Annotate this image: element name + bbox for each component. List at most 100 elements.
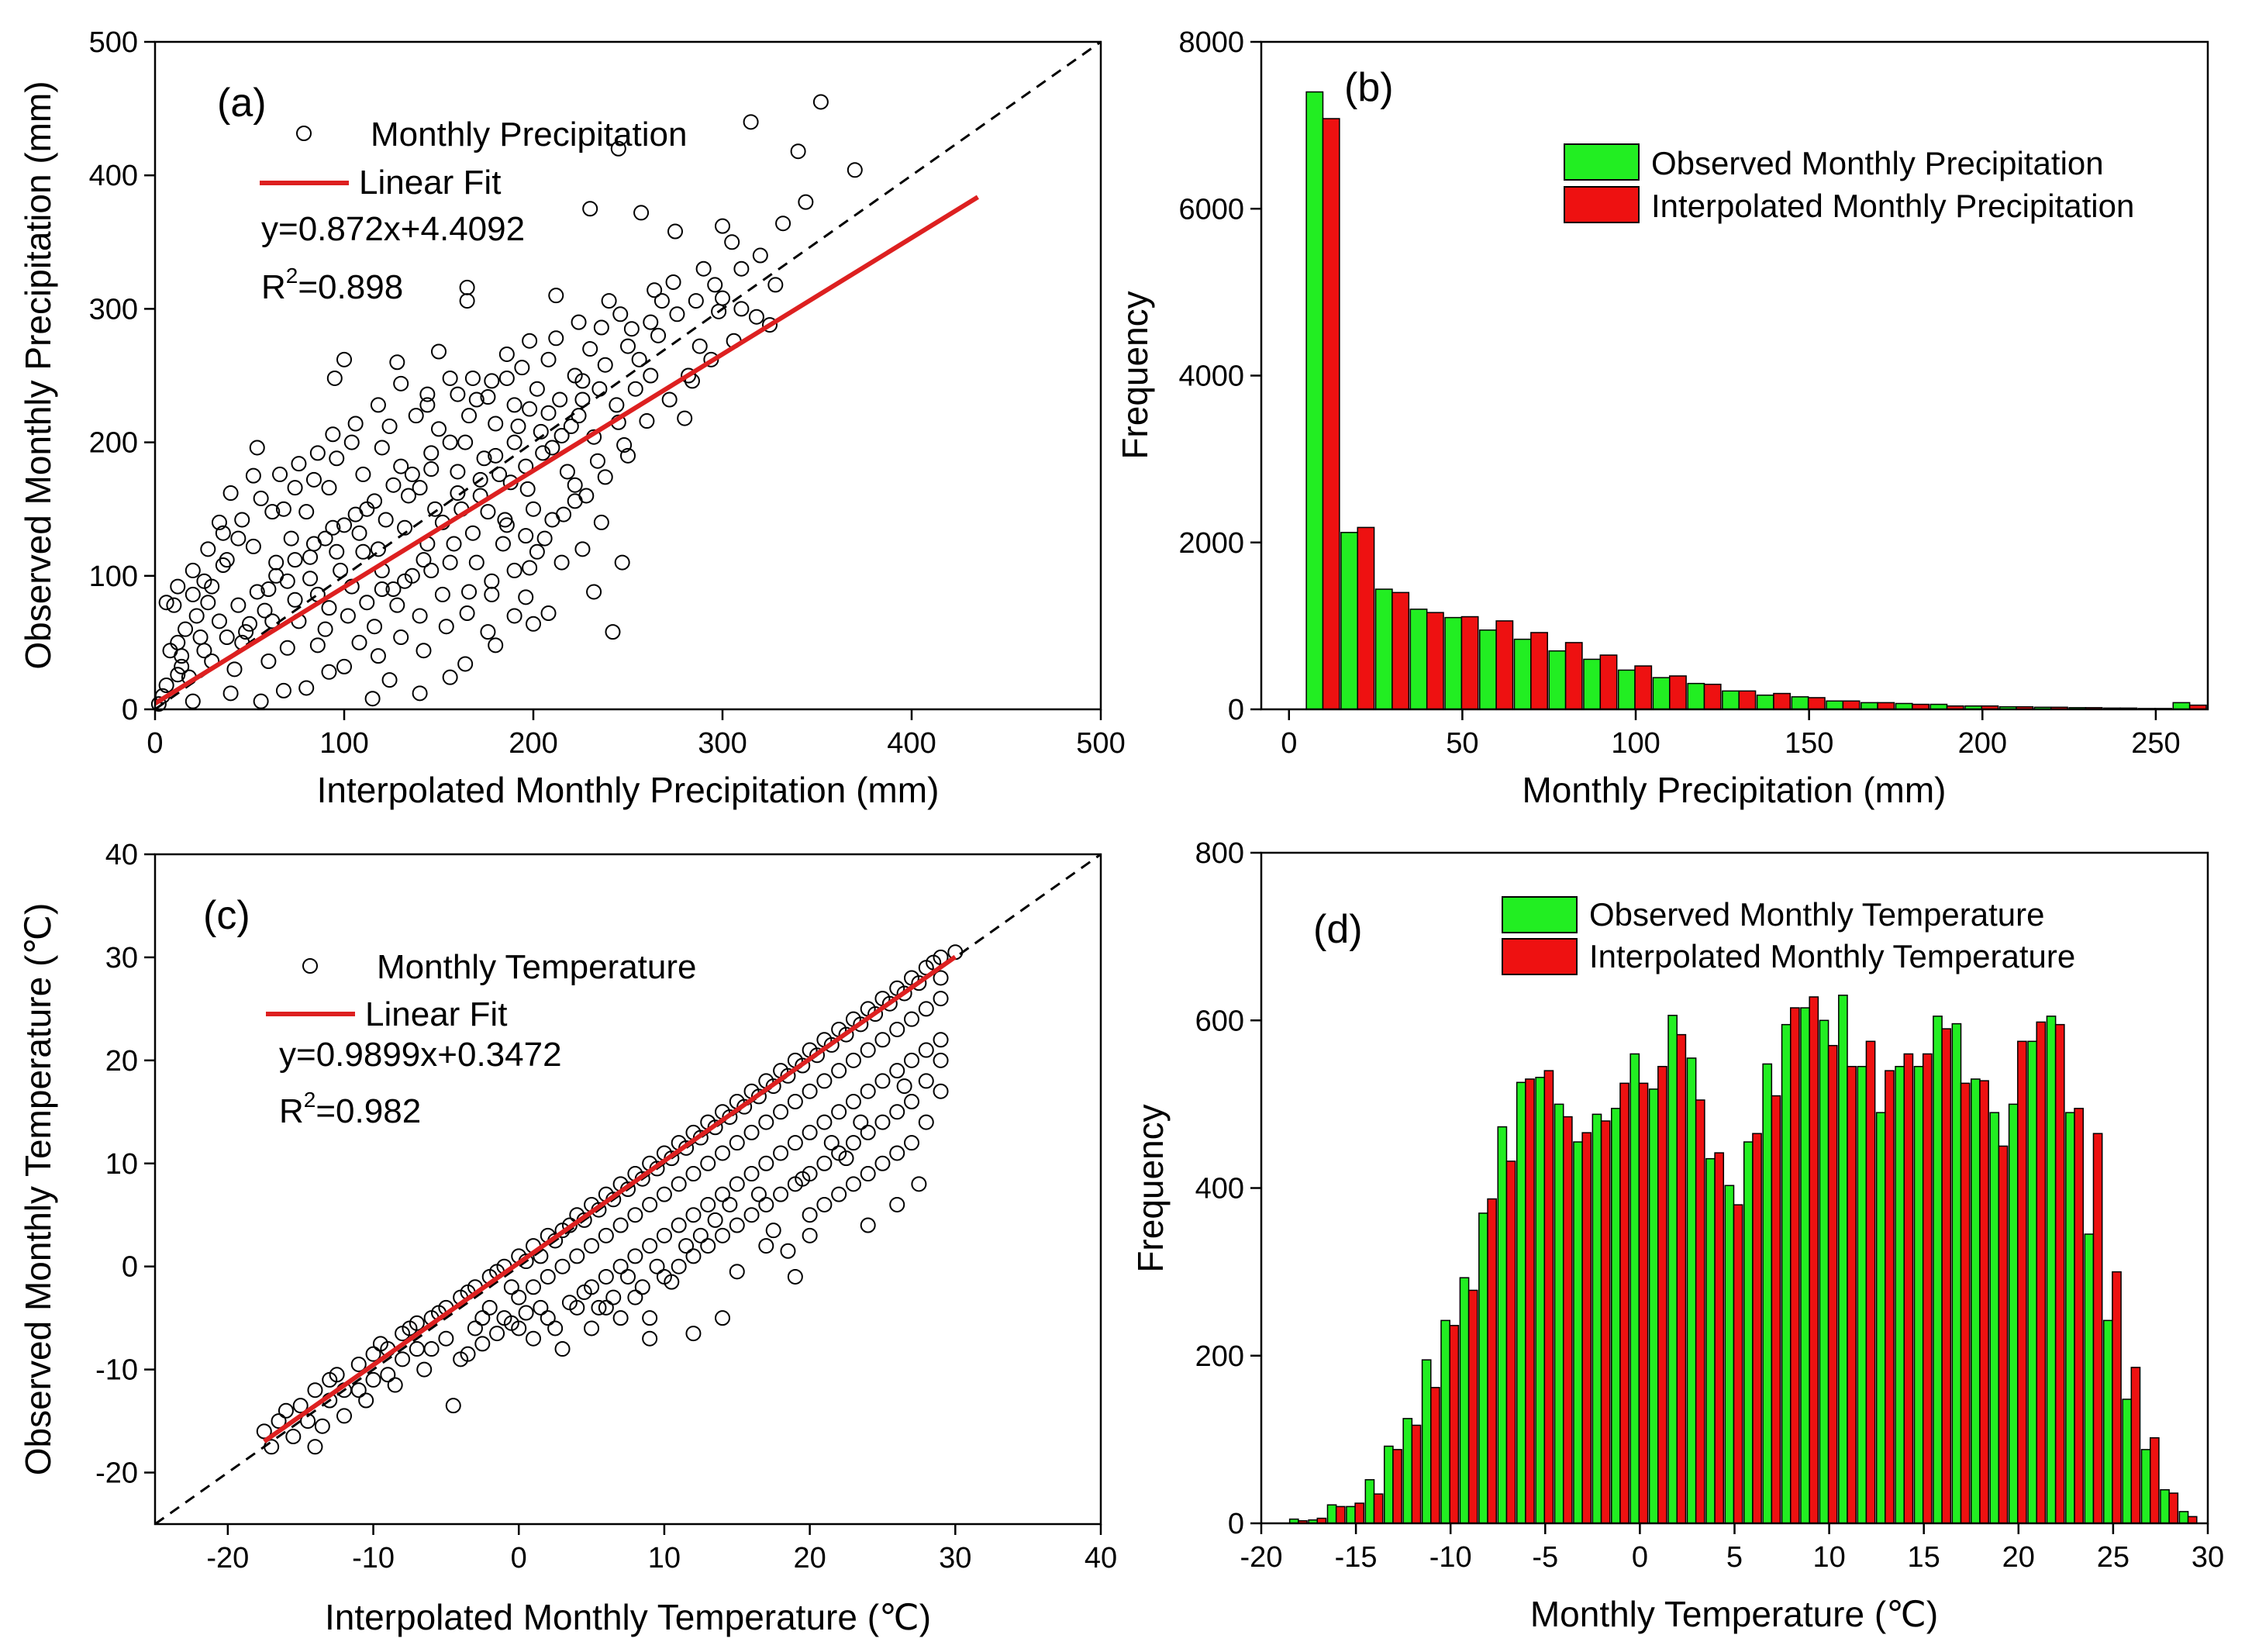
y-axis-label: Observed Monthly Precipitation (mm) [18, 81, 58, 669]
data-point [845, 1052, 861, 1068]
data-point [389, 597, 405, 613]
bar-observed [1516, 1081, 1526, 1524]
data-point [773, 1186, 789, 1202]
data-point [678, 1238, 695, 1254]
y-tick-label: 40 [105, 839, 138, 871]
data-point [431, 343, 447, 360]
y-tick-label: 300 [89, 293, 138, 326]
data-point [476, 450, 492, 467]
x-axis-label: Monthly Temperature (℃) [1530, 1594, 1938, 1634]
bar-observed [1548, 650, 1567, 710]
bar-observed [1705, 1157, 1716, 1524]
bar-interpolated [1877, 702, 1895, 710]
y-tick-labels: 0 100 200 300 400 500 [89, 26, 138, 726]
data-point [178, 621, 194, 637]
data-point [309, 445, 326, 461]
data-point [616, 437, 633, 454]
data-point [896, 1078, 912, 1095]
bar-observed [1875, 1112, 1886, 1524]
data-point [802, 1227, 818, 1243]
x-tick-label: 50 [1446, 727, 1478, 760]
data-point [724, 234, 740, 250]
data-point [488, 637, 504, 654]
data-point [336, 351, 352, 367]
data-point [184, 586, 201, 602]
data-point [253, 693, 269, 709]
data-point [503, 1279, 519, 1295]
data-point [853, 1016, 869, 1033]
data-point [192, 629, 209, 646]
plot-frame [153, 40, 1102, 711]
bar-observed [1800, 1007, 1810, 1524]
data-point [685, 1326, 702, 1342]
data-point [598, 1227, 614, 1243]
y-tick-label: 20 [105, 1045, 138, 1078]
data-point [767, 277, 784, 293]
data-point [529, 381, 545, 397]
bar-observed [2172, 702, 2191, 710]
data-point [904, 1094, 919, 1110]
data-point [506, 434, 522, 450]
data-point [350, 1382, 367, 1399]
panel-d-histogram: -20 -15 -10 -5 0 5 10 15 20 25 30 0 200 400 600 800 Mo… [1130, 837, 2224, 1634]
data-point [715, 1145, 730, 1161]
data-point [845, 1176, 861, 1192]
data-point [481, 1299, 498, 1316]
data-point [518, 1305, 534, 1321]
data-point [423, 445, 440, 461]
bar-observed [1724, 1185, 1735, 1524]
data-point [287, 552, 303, 568]
y-tick-label: 0 [122, 694, 138, 726]
data-point [743, 1166, 760, 1182]
bar-observed [1421, 1359, 1432, 1524]
data-point [729, 1217, 745, 1233]
data-point [802, 1207, 818, 1223]
data-point [230, 597, 247, 613]
data-point [780, 1067, 796, 1084]
one-to-one-line [154, 40, 1102, 711]
data-point [610, 140, 626, 157]
data-point [874, 1114, 891, 1130]
data-point [526, 501, 541, 517]
bar-observed [2140, 1449, 2151, 1524]
data-point [522, 333, 538, 349]
x-tick-label: -10 [1429, 1541, 1472, 1574]
data-point [743, 1207, 760, 1223]
data-point [589, 453, 605, 469]
y-tick-labels: 0 2000 4000 6000 8000 [1178, 26, 1244, 726]
data-point [287, 591, 303, 608]
y-tick-label: 0 [1228, 694, 1244, 726]
data-point [853, 1114, 869, 1130]
data-point [423, 461, 440, 478]
data-point [355, 466, 371, 482]
bar-observed [1478, 1212, 1488, 1524]
data-point [715, 1186, 730, 1202]
data-point [503, 1315, 519, 1331]
data-point [874, 1032, 891, 1048]
x-tick-label: 5 [1726, 1541, 1743, 1574]
data-point [158, 678, 174, 694]
data-point [642, 1310, 658, 1326]
axis-ticks [1250, 851, 2209, 1534]
data-point [268, 567, 285, 584]
data-point [434, 586, 450, 602]
data-point [540, 1268, 556, 1285]
plot-frame [153, 853, 1102, 1526]
data-point [393, 375, 409, 391]
data-point [347, 506, 364, 523]
data-point [222, 685, 239, 702]
x-tick-label: -10 [352, 1542, 395, 1574]
data-point [298, 504, 315, 520]
data-point [874, 1073, 891, 1089]
data-point [219, 552, 235, 568]
bar-interpolated [1773, 692, 1792, 710]
data-point [188, 608, 205, 624]
data-point [412, 685, 428, 702]
data-point [343, 434, 360, 450]
data-point [457, 434, 474, 450]
data-point [336, 658, 352, 674]
data-point [688, 293, 704, 309]
data-point [336, 517, 352, 533]
data-point [325, 519, 341, 536]
bar-interpolated [1885, 1070, 1895, 1524]
